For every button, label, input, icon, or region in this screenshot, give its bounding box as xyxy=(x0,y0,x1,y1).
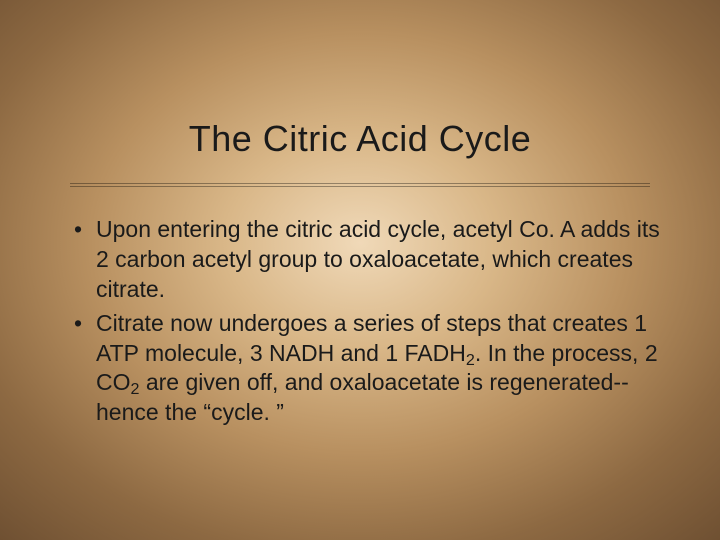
list-item: Citrate now undergoes a series of steps … xyxy=(74,309,664,429)
bullet-text: Citrate now undergoes a series of steps … xyxy=(96,310,658,426)
title-divider xyxy=(70,183,650,188)
bullet-text: Upon entering the citric acid cycle, ace… xyxy=(96,216,660,302)
divider-line-bottom xyxy=(70,186,650,187)
slide: The Citric Acid Cycle Upon entering the … xyxy=(0,0,720,540)
bullet-list: Upon entering the citric acid cycle, ace… xyxy=(74,215,664,428)
slide-body: Upon entering the citric acid cycle, ace… xyxy=(74,215,664,432)
slide-title: The Citric Acid Cycle xyxy=(0,118,720,160)
list-item: Upon entering the citric acid cycle, ace… xyxy=(74,215,664,305)
divider-line-top xyxy=(70,183,650,184)
